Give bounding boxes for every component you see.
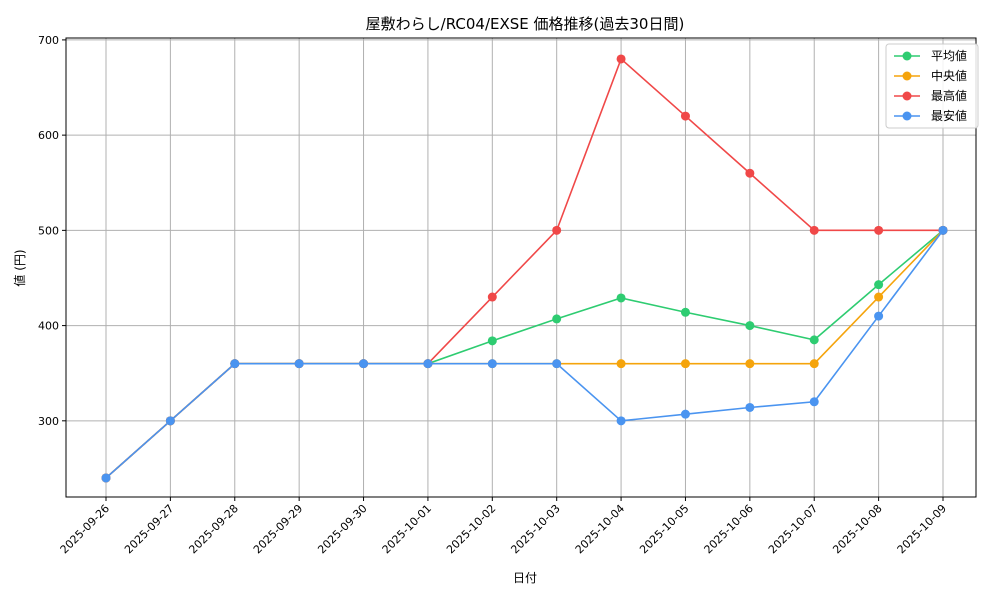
data-point (680, 409, 690, 419)
data-point (938, 225, 948, 235)
data-point (616, 416, 626, 426)
data-point (745, 359, 755, 369)
data-point (874, 292, 884, 302)
series-line (105, 57, 943, 479)
y-tick-label: 500 (38, 224, 59, 237)
data-point (230, 359, 240, 369)
legend-marker (902, 111, 912, 121)
data-point (680, 111, 690, 121)
data-point (294, 359, 304, 369)
legend-marker (902, 71, 912, 81)
x-tick-label: 2025-10-03 (508, 502, 562, 556)
data-point (552, 314, 562, 324)
data-point (487, 336, 497, 346)
x-tick-label: 2025-10-09 (895, 502, 949, 556)
x-tick-label: 2025-09-29 (251, 502, 305, 556)
data-point (874, 280, 884, 290)
data-point (165, 416, 175, 426)
y-tick-label: 700 (38, 34, 59, 47)
x-tick-label: 2025-10-05 (637, 502, 691, 556)
x-tick-label: 2025-10-01 (380, 502, 434, 556)
data-point (745, 321, 755, 331)
data-point (487, 359, 497, 369)
data-point (359, 359, 369, 369)
y-axis: 300 400 500 600 700 (38, 34, 66, 428)
series-line (105, 229, 944, 479)
data-point (745, 402, 755, 412)
legend-marker (902, 51, 912, 61)
x-tick-label: 2025-10-04 (573, 502, 627, 556)
x-tick-label: 2025-10-07 (766, 502, 820, 556)
x-tick-label: 2025-10-02 (444, 502, 498, 556)
data-point (552, 225, 562, 235)
data-point (552, 359, 562, 369)
x-tick-label: 2025-09-28 (186, 502, 240, 556)
data-point (809, 225, 819, 235)
x-axis-title: 日付 (513, 571, 537, 585)
y-tick-label: 600 (38, 129, 59, 142)
data-point (874, 311, 884, 321)
legend-label: 最高値 (931, 88, 967, 103)
plot-frame (65, 37, 977, 498)
legend-label: 最安値 (931, 108, 967, 123)
data-point (616, 359, 626, 369)
data-point (809, 359, 819, 369)
data-point (745, 168, 755, 178)
legend-frame (885, 43, 979, 129)
x-tick-label: 2025-10-06 (702, 502, 756, 556)
data-point (101, 473, 111, 483)
data-point (616, 293, 626, 303)
legend-label: 中央値 (931, 68, 967, 83)
series-line (105, 229, 944, 479)
legend-marker (902, 91, 912, 101)
y-tick-label: 300 (38, 415, 59, 428)
legend-label: 平均値 (931, 48, 967, 63)
data-point (423, 359, 433, 369)
data-point (616, 54, 626, 64)
series-line (105, 229, 944, 479)
y-axis-title: 値 (円) (12, 249, 27, 286)
data-point (809, 335, 819, 345)
data-point (680, 359, 690, 369)
data-point (874, 225, 884, 235)
x-tick-label: 2025-10-08 (830, 502, 884, 556)
x-axis: 2025-09-26 2025-09-27 2025-09-28 2025-09-29… (58, 497, 949, 556)
x-tick-label: 2025-09-30 (315, 502, 369, 556)
data-point (487, 292, 497, 302)
chart-title: 屋敷わらし/RC04/EXSE 価格推移(過去30日間) (366, 15, 685, 33)
x-tick-label: 2025-09-26 (58, 502, 112, 556)
y-tick-label: 400 (38, 320, 59, 333)
data-point (680, 307, 690, 317)
x-tick-label: 2025-09-27 (122, 502, 176, 556)
series-group (101, 54, 948, 483)
data-point (809, 397, 819, 407)
